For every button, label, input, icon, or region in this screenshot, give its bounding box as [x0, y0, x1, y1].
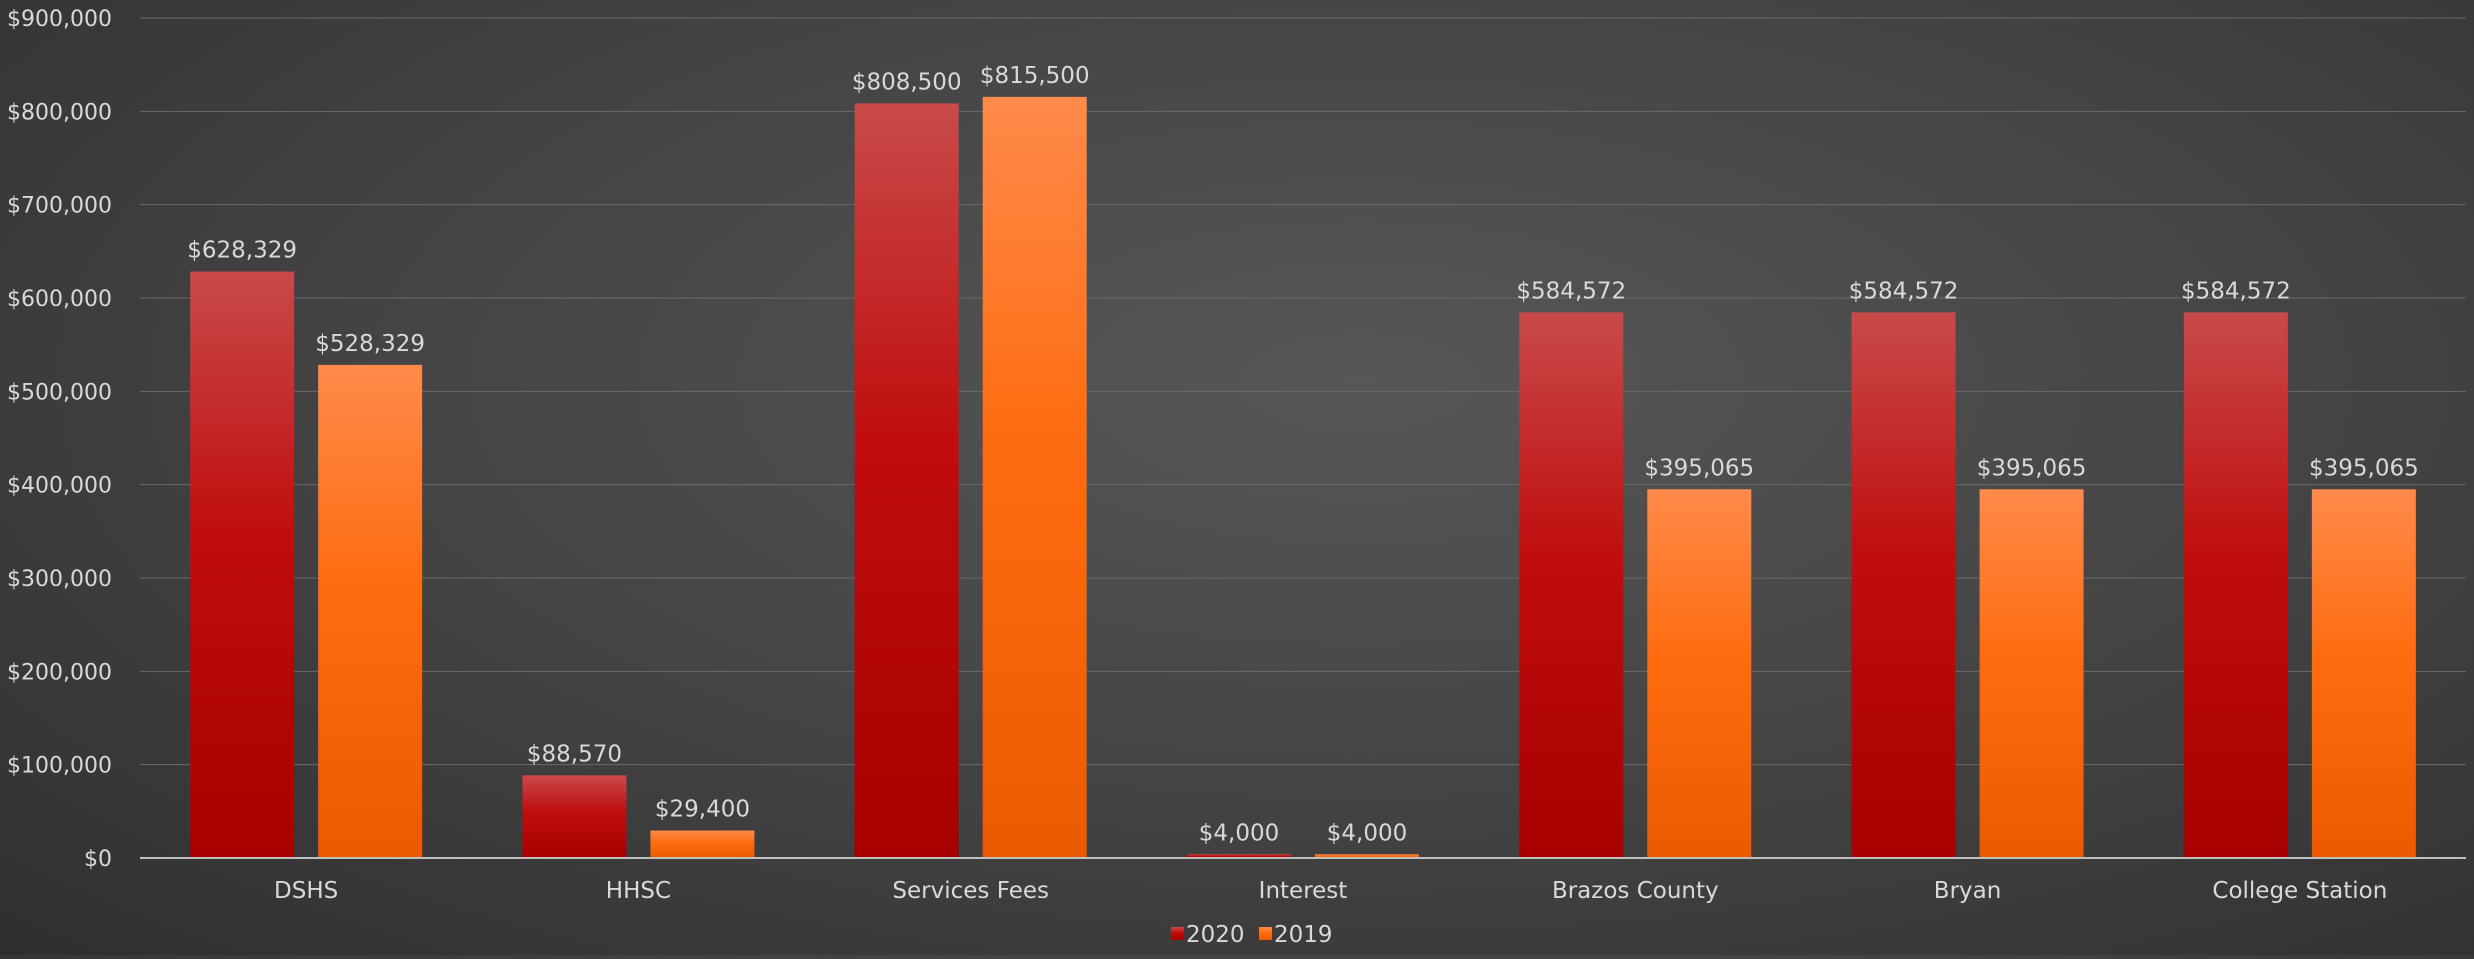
bar-2019 [1647, 489, 1752, 858]
bar-2020 [2183, 312, 2288, 858]
legend: 2020 2019 [1171, 922, 1333, 948]
data-label: $808,500 [852, 69, 962, 95]
y-tick-label: $400,000 [7, 474, 112, 499]
bar-2019 [982, 96, 1087, 858]
y-tick-label: $100,000 [7, 754, 112, 779]
bar-2019 [1979, 489, 2084, 858]
legend-label: 2019 [1274, 922, 1333, 948]
x-tick-label: Interest [1259, 878, 1348, 904]
legend-label: 2020 [1186, 922, 1245, 948]
bar-2020 [1851, 312, 1956, 858]
data-label: $584,572 [1516, 278, 1626, 304]
data-label: $395,065 [1977, 455, 2087, 481]
y-tick-label: $200,000 [7, 660, 112, 685]
bar-2019 [2311, 489, 2416, 858]
y-tick-label: $0 [84, 847, 112, 872]
x-axis: DSHS HHSC Services Fees Interest Brazos Coun… [274, 878, 2387, 904]
data-label: $584,572 [2181, 278, 2291, 304]
bar-2019 [318, 364, 423, 858]
data-label: $815,500 [980, 63, 1090, 89]
data-label: $4,000 [1199, 820, 1279, 846]
y-tick-label: $300,000 [7, 567, 112, 592]
x-tick-label: Bryan [1934, 878, 2002, 904]
legend-swatch [1171, 927, 1184, 940]
x-tick-label: Brazos County [1552, 878, 1719, 904]
y-tick-label: $700,000 [7, 194, 112, 219]
x-tick-label: HHSC [606, 878, 671, 904]
bar-2019 [650, 830, 755, 858]
y-tick-label: $800,000 [7, 100, 112, 125]
data-label: $628,329 [187, 238, 297, 264]
data-label: $4,000 [1327, 820, 1407, 846]
data-label: $584,572 [1849, 278, 1959, 304]
y-tick-label: $500,000 [7, 380, 112, 405]
y-axis: $0 $100,000 $200,000 $300,000 $400,000 $500,0… [7, 7, 112, 872]
data-label: $88,570 [527, 741, 622, 767]
legend-swatch [1259, 927, 1272, 940]
data-label: $528,329 [315, 331, 425, 357]
bar-2019 [1315, 854, 1419, 858]
bar-2020 [1519, 312, 1624, 858]
data-label: $395,065 [2309, 455, 2419, 481]
x-tick-label: College Station [2212, 878, 2387, 904]
bar-2020 [1187, 854, 1291, 858]
y-tick-label: $900,000 [7, 7, 112, 32]
data-label: $29,400 [655, 797, 750, 823]
bar-2020 [190, 271, 295, 859]
x-tick-label: Services Fees [892, 878, 1049, 904]
bar-2020 [522, 775, 627, 858]
data-label: $395,065 [1644, 455, 1754, 481]
bars [190, 96, 2416, 859]
y-tick-label: $600,000 [7, 287, 112, 312]
data-labels: $628,329 $528,329 $88,570 $29,400 $808,500 $8… [187, 63, 2418, 846]
gridlines [140, 17, 2466, 766]
x-tick-label: DSHS [274, 878, 338, 904]
bar-2020 [854, 103, 959, 858]
